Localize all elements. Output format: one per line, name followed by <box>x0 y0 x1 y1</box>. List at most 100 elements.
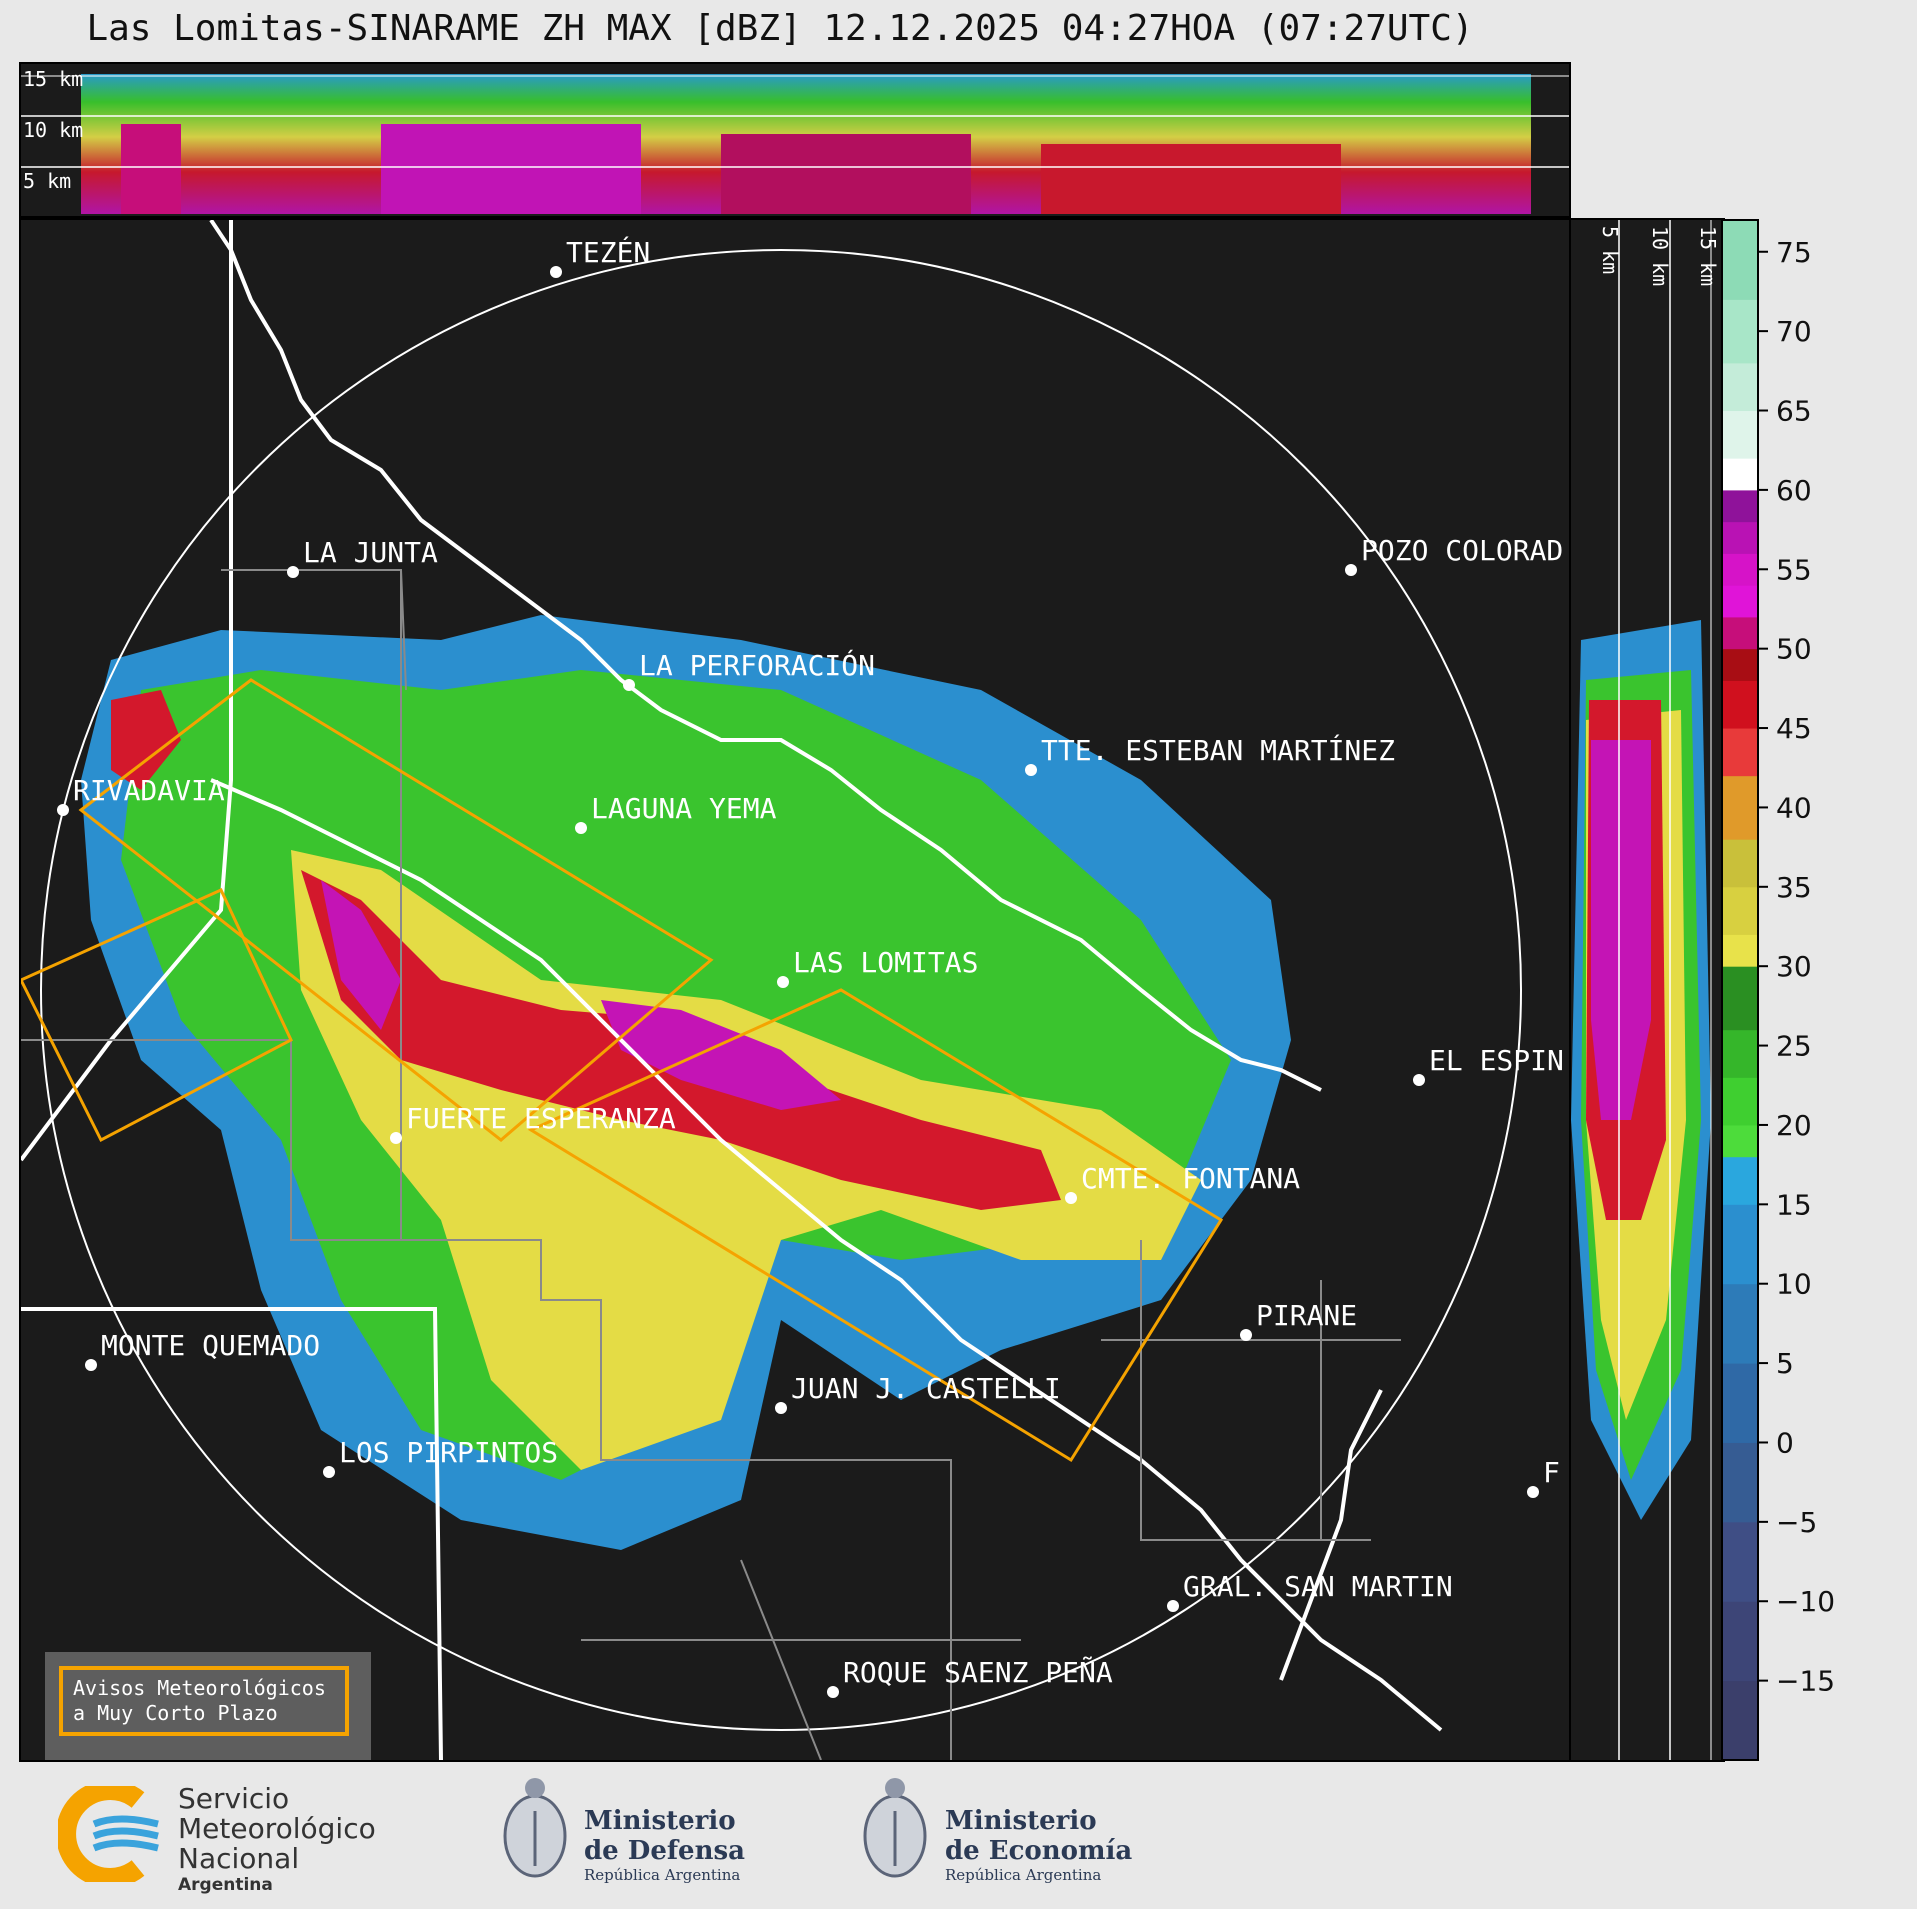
place-dot-las-lomitas <box>777 976 789 988</box>
warning-polygon-2 <box>527 988 1224 1463</box>
place-dot-tezen <box>550 266 562 278</box>
colorbar-frame <box>1721 219 1759 1761</box>
range-ring <box>40 249 1522 1731</box>
colorbar-band <box>1722 1124 1758 1158</box>
warning-legend-line1: Avisos Meteorológicos <box>73 1676 326 1700</box>
economia-text: Ministerio de Economía República Argenti… <box>945 1806 1132 1884</box>
colorbar-tick-label: 50 <box>1776 633 1812 666</box>
colorbar-band <box>1722 1521 1758 1602</box>
colorbar-band <box>1722 1363 1758 1443</box>
place-dot-los-pirpintos <box>323 1466 335 1478</box>
colorbar-tick-label: 65 <box>1776 395 1812 428</box>
place-label-la-perforacion: LA PERFORACIÓN <box>639 648 875 682</box>
economia-line3: República Argentina <box>945 1866 1102 1884</box>
colorbar-tick-label: 25 <box>1776 1030 1812 1063</box>
place-dot-roque-saenz-pena <box>827 1686 839 1698</box>
colorbar-tick-label: 30 <box>1776 950 1812 983</box>
colorbar-tick-label: 60 <box>1776 474 1812 507</box>
place-label-laguna-yema: LAGUNA YEMA <box>591 792 777 825</box>
defensa-text: Ministerio de Defensa República Argentin… <box>584 1806 745 1884</box>
place-dot-laguna-yema <box>575 822 587 834</box>
colorbar-band <box>1722 680 1758 729</box>
province-border-west <box>21 220 233 1162</box>
colorbar-band <box>1722 1442 1758 1523</box>
side-echo-magenta <box>1591 740 1651 1120</box>
place-label-tte-esteban-martinez: TTE. ESTEBAN MARTÍNEZ <box>1041 733 1395 767</box>
colorbar-band <box>1722 489 1758 523</box>
smn-line1: Servicio <box>178 1782 290 1815</box>
place-dot-la-junta <box>287 566 299 578</box>
smn-line4: Argentina <box>178 1875 273 1895</box>
economia-line1: Ministerio <box>945 1806 1097 1836</box>
place-dot-gral-san-martin <box>1167 1600 1179 1612</box>
place-dot-pirane <box>1240 1329 1252 1341</box>
place-dot-cmte-fontana <box>1065 1192 1077 1204</box>
place-dot-juan-j-castelli <box>775 1402 787 1414</box>
side-cross-section-panel: 5 km 10 km 15 km <box>1569 218 1725 1762</box>
colorbar-band <box>1722 1156 1758 1205</box>
place-label-tezen: TEZÉN <box>566 235 650 269</box>
map-title: Las Lomitas-SINARAME ZH MAX [dBZ] 12.12.… <box>86 8 1474 49</box>
place-label-la-junta: LA JUNTA <box>303 536 438 569</box>
smn-line2: Meteorológico <box>178 1812 376 1845</box>
place-label-las-lomitas: LAS LOMITAS <box>793 946 978 979</box>
smn-text: Servicio Meteorológico Nacional Argentin… <box>178 1784 376 1896</box>
colorbar-band <box>1722 299 1758 364</box>
colorbar-tick-label: −5 <box>1776 1506 1817 1539</box>
warning-legend-inner: Avisos Meteorológicos a Muy Corto Plazo <box>59 1666 349 1736</box>
place-label-cmte-fontana: CMTE. FONTANA <box>1081 1162 1300 1195</box>
place-label-pirane: PIRANE <box>1256 1299 1357 1332</box>
colorbar-band <box>1722 1283 1758 1364</box>
place-label-los-pirpintos: LOS PIRPINTOS <box>339 1436 558 1469</box>
colorbar-band <box>1722 616 1758 650</box>
colorbar-tick-label: 5 <box>1776 1347 1794 1380</box>
echo-magenta-1 <box>321 880 401 1030</box>
colorbar-tick-label: 45 <box>1776 712 1812 745</box>
colorbar-band <box>1722 728 1758 777</box>
place-dot-monte-quemado <box>85 1359 97 1371</box>
economia-seal <box>855 1776 935 1894</box>
radar-map-svg[interactable]: TEZÉN LA JUNTA POZO COLORAD LA PERFORACI… <box>21 220 1569 1760</box>
top-label-15km: 15 km <box>23 67 83 91</box>
smn-logo <box>58 1786 168 1882</box>
economia-seal-icon <box>863 1778 927 1878</box>
colorbar-band <box>1722 1601 1758 1682</box>
echo-magenta-2 <box>601 1000 841 1110</box>
colorbar-band <box>1722 966 1758 1031</box>
place-dot-fuerte-esperanza <box>390 1132 402 1144</box>
side-label-5km: 5 km <box>1598 226 1622 274</box>
warning-legend-box: Avisos Meteorológicos a Muy Corto Plazo <box>45 1652 371 1760</box>
place-label-gral-san-martin: GRAL. SAN MARTIN <box>1183 1570 1453 1603</box>
place-label-monte-quemado: MONTE QUEMADO <box>101 1329 320 1362</box>
colorbar-tick-label: 75 <box>1776 236 1812 269</box>
warning-legend-line2: a Muy Corto Plazo <box>73 1701 278 1725</box>
colorbar-blocks <box>1722 220 1758 1761</box>
province-border-east <box>1279 1389 1383 1681</box>
top-echo-core-3 <box>721 134 971 214</box>
colorbar-band <box>1722 839 1758 888</box>
top-label-10km: 10 km <box>23 118 83 142</box>
warning-polygon-3 <box>21 888 293 1143</box>
place-label-roque-saenz-pena: ROQUE SAENZ PEÑA <box>843 1655 1113 1689</box>
defensa-line1: Ministerio <box>584 1806 736 1836</box>
smn-line3: Nacional <box>178 1842 300 1875</box>
colorbar-band <box>1722 220 1758 300</box>
colorbar-band <box>1722 410 1758 459</box>
top-echo-core-4 <box>1041 144 1341 214</box>
top-cross-section-panel: 15 km 10 km 5 km <box>19 62 1571 218</box>
echo-rivadavia-cell <box>111 690 181 790</box>
side-cross-section-svg: 5 km 10 km 15 km <box>1571 220 1720 1760</box>
place-label-juan-j-castelli: JUAN J. CASTELLI <box>791 1372 1061 1405</box>
defensa-seal-icon <box>503 1778 567 1878</box>
smn-logo-icon <box>58 1786 159 1882</box>
colorbar-band <box>1722 1204 1758 1285</box>
colorbar-tick-label: 55 <box>1776 553 1812 586</box>
colorbar-tick-label: 20 <box>1776 1109 1812 1142</box>
place-label-pozo-colorado: POZO COLORAD <box>1361 534 1563 567</box>
place-dot-pozo-colorado <box>1345 564 1357 576</box>
province-border-river <box>210 778 1443 1732</box>
radar-map-panel[interactable]: TEZÉN LA JUNTA POZO COLORAD LA PERFORACI… <box>19 218 1571 1762</box>
top-echo-core-2 <box>381 124 641 214</box>
